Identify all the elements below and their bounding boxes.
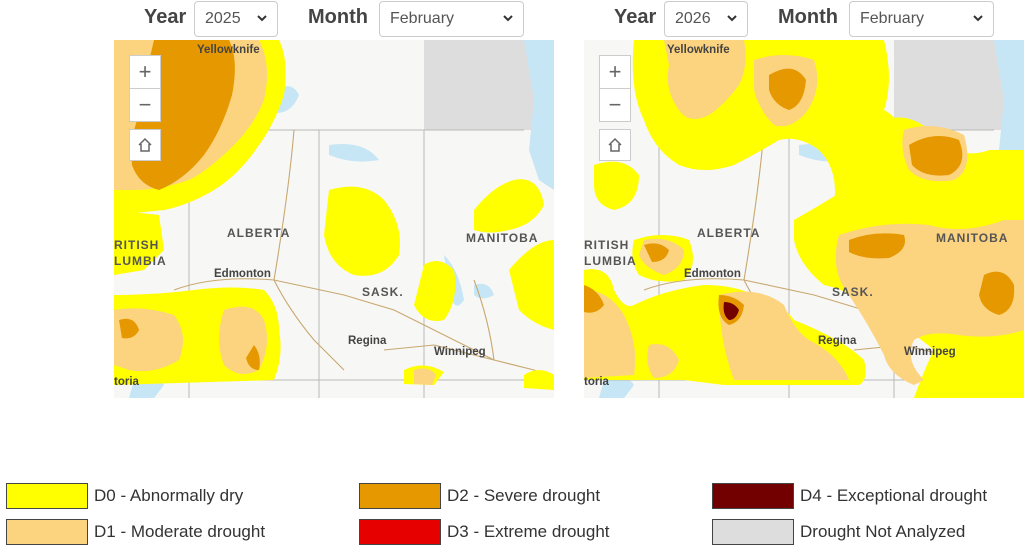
legend-swatch-d4 [712,483,794,509]
legend-label-d0: D0 - Abnormally dry [94,486,244,505]
legend-item-d3: D3 - Extreme drought [359,519,610,545]
home-button[interactable] [599,129,631,161]
d1-regions [584,40,1024,385]
label-winnipeg: Winnipeg [904,346,956,358]
label-bc-2: LUMBIA [114,254,167,268]
label-regina: Regina [348,335,387,347]
label-bc-1: RITISH [584,238,630,252]
year-label-left: Year [144,6,187,28]
legend-label-d3: D3 - Extreme drought [447,522,610,541]
chevron-down-icon [503,15,513,22]
legend-swatch-d0 [6,483,88,509]
year-select-right[interactable]: 2026 [664,1,748,37]
month-label-right: Month [778,6,838,28]
home-button[interactable] [129,129,161,161]
label-sask: SASK. [362,285,404,299]
zoom-control-left[interactable]: + − [129,55,161,122]
lake-water [524,40,554,190]
legend-swatch-d2 [359,483,441,509]
label-victoria: toria [114,376,139,388]
d4-regions [723,302,739,320]
d2-regions [584,68,1015,325]
chevron-down-icon [257,15,267,22]
label-manitoba: MANITOBA [936,231,1009,245]
legend-item-d1: D1 - Moderate drought [6,519,265,545]
year-select-left[interactable]: 2025 [194,1,278,37]
label-yellowknife: Yellowknife [667,44,730,56]
legend-swatch-d1 [6,519,88,545]
legend-item-d4: D4 - Exceptional drought [712,483,987,509]
month-select-left[interactable]: February [379,1,524,37]
home-icon [608,137,622,152]
label-yellowknife: Yellowknife [197,44,260,56]
label-manitoba: MANITOBA [466,231,539,245]
year-select-right-value: 2026 [675,10,711,27]
label-alberta: ALBERTA [697,226,761,240]
label-edmonton: Edmonton [214,268,271,280]
label-bc-1: RITISH [114,238,160,252]
label-regina: Regina [818,335,857,347]
legend-swatch-not-analyzed [712,519,794,545]
legend-item-d2: D2 - Severe drought [359,483,600,509]
label-alberta: ALBERTA [227,226,291,240]
legend-item-not-analyzed: Drought Not Analyzed [712,519,965,545]
map-canvas-right[interactable] [584,40,1024,398]
year-select-left-value: 2025 [205,10,241,27]
legend-label-d4: D4 - Exceptional drought [800,486,988,505]
map-canvas-left[interactable] [114,40,554,398]
label-edmonton: Edmonton [684,268,741,280]
zoom-out-button[interactable]: − [600,88,630,121]
legend-item-d0: D0 - Abnormally dry [6,483,243,509]
label-winnipeg: Winnipeg [434,346,486,358]
home-icon [138,137,152,152]
chevron-down-icon [727,15,737,22]
drought-map-right[interactable]: + − Yellowknife RITISH LUMBIA ALBERTA MA… [584,40,1024,398]
legend-swatch-d3 [359,519,441,545]
month-select-left-value: February [390,10,455,27]
month-label-left: Month [308,6,368,28]
legend-label-d1: D1 - Moderate drought [94,522,266,541]
chevron-down-icon [973,15,983,22]
month-select-right-value: February [860,10,925,27]
label-bc-2: LUMBIA [584,254,637,268]
legend-label-d2: D2 - Severe drought [447,486,601,505]
label-victoria: toria [584,376,609,388]
zoom-control-right[interactable]: + − [599,55,631,122]
year-label-right: Year [614,6,657,28]
zoom-out-button[interactable]: − [130,88,160,121]
drought-map-left[interactable]: + − Yellowknife RITISH LUMBIA ALBERTA MA… [114,40,554,398]
zoom-in-button[interactable]: + [138,59,152,84]
zoom-in-button[interactable]: + [608,59,622,84]
legend-label-not-analyzed: Drought Not Analyzed [800,522,966,541]
label-sask: SASK. [832,285,874,299]
month-select-right[interactable]: February [849,1,994,37]
